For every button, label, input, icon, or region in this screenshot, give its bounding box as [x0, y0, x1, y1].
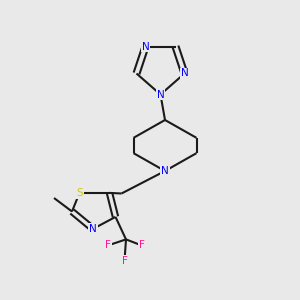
Text: N: N: [157, 89, 164, 100]
Text: N: N: [161, 166, 169, 176]
Text: F: F: [105, 240, 111, 250]
Text: N: N: [142, 41, 149, 52]
Text: F: F: [122, 256, 128, 266]
Text: N: N: [89, 224, 97, 234]
Text: S: S: [76, 188, 83, 198]
Text: N: N: [181, 68, 188, 79]
Text: F: F: [139, 240, 145, 250]
